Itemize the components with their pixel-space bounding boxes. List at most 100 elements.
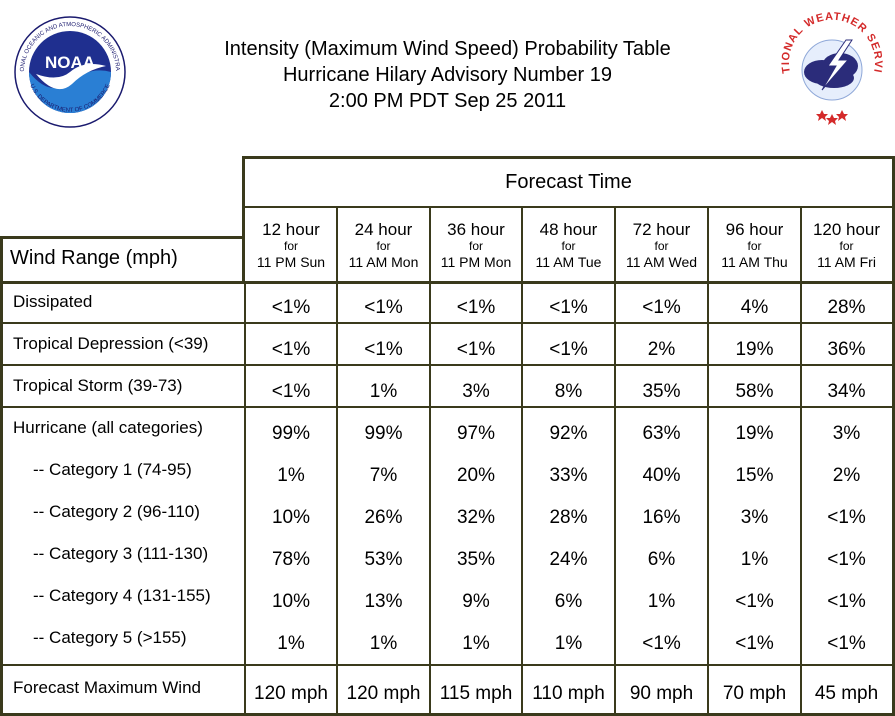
max-wind-cell: 115 mph — [439, 683, 513, 704]
column-hour: 72 hour — [632, 220, 691, 239]
probability-cell: <1% — [271, 339, 311, 360]
probability-cell: 24% — [549, 549, 588, 570]
column-hour: 48 hour — [539, 220, 598, 239]
column-hour: 120 hour — [812, 220, 881, 239]
probability-cell: 6% — [647, 549, 676, 570]
row-divider — [3, 664, 892, 666]
column-divider — [429, 208, 431, 713]
probability-cell: 1% — [647, 591, 676, 612]
probability-cell: 26% — [364, 507, 403, 528]
column-divider — [336, 208, 338, 713]
column-for: for — [747, 239, 762, 253]
probability-cell: <1% — [364, 339, 403, 360]
column-time: 11 AM Tue — [535, 254, 602, 270]
row-label: -- Category 1 (74-95) — [33, 460, 192, 479]
column-header: 120 hour for 11 AM Fri — [801, 221, 892, 271]
probability-cell: 19% — [735, 423, 774, 444]
probability-cell: 1% — [740, 549, 769, 570]
column-header: 72 hour for 11 AM Wed — [615, 221, 708, 271]
column-header: 48 hour for 11 AM Tue — [522, 221, 615, 271]
probability-cell: 3% — [740, 507, 769, 528]
probability-cell: 99% — [364, 423, 403, 444]
probability-cell: <1% — [456, 339, 496, 360]
probability-cell: 3% — [832, 423, 861, 444]
probability-cell: 28% — [827, 297, 866, 318]
row-divider — [3, 322, 892, 324]
row-label: Tropical Storm (39-73) — [13, 376, 183, 395]
column-time: 11 AM Fri — [817, 254, 876, 270]
header-divider — [245, 206, 892, 208]
column-time: 11 AM Thu — [721, 254, 788, 270]
max-wind-label: Forecast Maximum Wind — [13, 678, 201, 697]
probability-cell: 15% — [735, 465, 774, 486]
probability-cell: 8% — [554, 381, 583, 402]
probability-cell: 3% — [462, 381, 490, 402]
probability-cell: <1% — [549, 297, 588, 318]
forecast-time-label: Forecast Time — [505, 171, 632, 193]
probability-cell: 13% — [364, 591, 403, 612]
max-wind-cell: 120 mph — [346, 683, 421, 704]
probability-cell: 1% — [369, 381, 398, 402]
probability-cell: 1% — [277, 633, 305, 654]
row-divider — [3, 406, 892, 408]
probability-cell: 10% — [271, 507, 311, 528]
probability-cell: <1% — [271, 381, 311, 402]
svg-text:NOAA: NOAA — [45, 53, 95, 72]
probability-cell: 19% — [735, 339, 774, 360]
column-for: for — [283, 239, 298, 253]
probability-cell: <1% — [642, 633, 681, 654]
probability-cell: 7% — [369, 465, 398, 486]
probability-cell: <1% — [827, 549, 866, 570]
column-divider — [800, 208, 802, 713]
column-for: for — [468, 239, 483, 253]
column-for: for — [376, 239, 391, 253]
title-line-1: Intensity (Maximum Wind Speed) Probabili… — [224, 38, 671, 60]
probability-cell: 99% — [271, 423, 311, 444]
max-wind-cell: 90 mph — [629, 683, 694, 704]
max-wind-cell: 45 mph — [814, 683, 879, 704]
probability-cell: 28% — [549, 507, 588, 528]
probability-cell: 4% — [740, 297, 769, 318]
probability-cell: <1% — [456, 297, 496, 318]
column-divider — [521, 208, 523, 713]
probability-cell: <1% — [827, 591, 866, 612]
probability-cell: <1% — [549, 339, 588, 360]
probability-cell: 63% — [642, 423, 681, 444]
row-label: -- Category 4 (131-155) — [33, 586, 211, 605]
probability-cell: 53% — [364, 549, 403, 570]
probability-cell: 78% — [271, 549, 311, 570]
probability-cell: <1% — [735, 591, 774, 612]
nws-logo-icon: NATIONAL WEATHER SERVICE — [778, 10, 883, 125]
probability-cell: 1% — [554, 633, 583, 654]
page-title: Intensity (Maximum Wind Speed) Probabili… — [150, 36, 745, 114]
column-time: 11 AM Mon — [348, 254, 419, 270]
row-label: -- Category 5 (>155) — [33, 628, 187, 647]
column-header: 24 hour for 11 AM Mon — [337, 221, 430, 271]
probability-cell: 2% — [832, 465, 861, 486]
probability-cell: 35% — [642, 381, 681, 402]
probability-cell: 1% — [462, 633, 490, 654]
probability-cell: 32% — [456, 507, 496, 528]
probability-cell: 35% — [456, 549, 496, 570]
probability-cell: 58% — [735, 381, 774, 402]
row-label: -- Category 2 (96-110) — [33, 502, 200, 521]
max-wind-cell: 120 mph — [254, 683, 328, 704]
noaa-logo-icon: NOAA NATIONAL OCEANIC AND ATMOSPHERIC AD… — [14, 16, 126, 128]
column-divider — [244, 284, 246, 713]
probability-cell: <1% — [642, 297, 681, 318]
column-header: 96 hour for 11 AM Thu — [708, 221, 801, 271]
probability-cell: 97% — [456, 423, 496, 444]
row-label: Tropical Depression (<39) — [13, 334, 209, 353]
probability-cell: 34% — [827, 381, 866, 402]
title-line-3: 2:00 PM PDT Sep 25 2011 — [328, 90, 567, 112]
row-label: Hurricane (all categories) — [13, 418, 203, 437]
probability-cell: 16% — [642, 507, 681, 528]
probability-cell: <1% — [271, 297, 311, 318]
probability-cell: 1% — [277, 465, 305, 486]
probability-cell: <1% — [364, 297, 403, 318]
column-for: for — [561, 239, 576, 253]
probability-cell: 9% — [462, 591, 490, 612]
body-box — [0, 281, 895, 716]
row-divider — [3, 364, 892, 366]
column-hour: 96 hour — [725, 220, 784, 239]
